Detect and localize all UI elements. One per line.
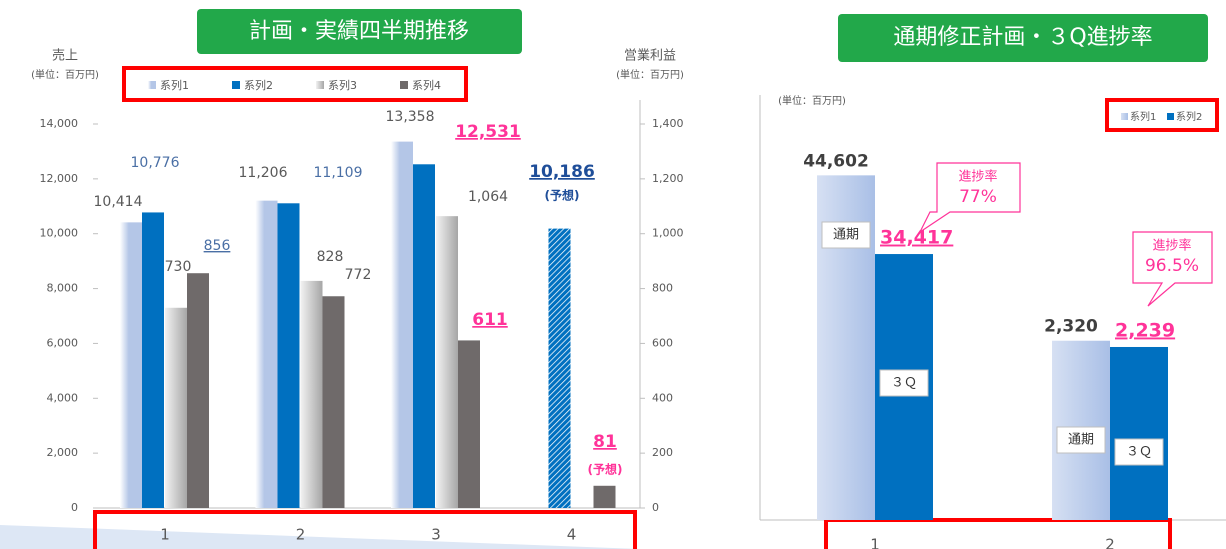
bar (391, 141, 413, 509)
annotation: 77% (959, 187, 997, 207)
x-tick-label: 1 (160, 526, 170, 544)
chart-title: 通期修正計画・３Q進捗率 (893, 25, 1152, 50)
axis-label: 売上 (52, 48, 78, 64)
bar (142, 212, 164, 508)
legend-label: 系列4 (412, 78, 441, 92)
y2-tick-label: 1,200 (652, 172, 684, 185)
y2-tick-label: 1,000 (652, 227, 684, 240)
y2-tick-label: 0 (652, 501, 659, 514)
bar (322, 296, 345, 508)
annotation: 進捗率 (958, 169, 997, 185)
data-label: 81 (593, 432, 617, 452)
data-label: 730 (165, 259, 192, 275)
data-label: 2,239 (1115, 319, 1175, 341)
legend-swatch (1167, 113, 1174, 120)
callout (918, 162, 1021, 234)
data-label: 2,320 (1044, 317, 1098, 337)
bar (277, 203, 300, 508)
highlight (93, 510, 637, 549)
inner-label-box (821, 221, 871, 249)
data-label: 772 (345, 267, 372, 283)
legend-label: 系列1 (1130, 110, 1156, 123)
data-label: 11,109 (314, 165, 363, 181)
callout (1132, 231, 1213, 307)
axis-unit: (単位：百万円) (616, 68, 684, 81)
legend-swatch (148, 81, 156, 89)
data-label: 10,776 (131, 155, 180, 171)
inner-label: ３Ｑ (891, 376, 917, 391)
inner-label-box (1056, 426, 1106, 454)
x-tick-label: 4 (567, 526, 577, 544)
data-label: 611 (472, 310, 508, 330)
data-label: 10,186 (529, 162, 595, 182)
y2-tick-label: 800 (652, 282, 673, 295)
legend-label: 系列1 (160, 78, 189, 92)
inner-label-box (1114, 438, 1164, 466)
y-tick-label: 6,000 (47, 336, 79, 349)
bar (1110, 346, 1168, 520)
y-tick-label: 10,000 (40, 227, 79, 240)
data-label: 13,358 (386, 109, 435, 125)
y-tick-label: 12,000 (40, 172, 79, 185)
data-label: 12,531 (455, 122, 521, 142)
title-box (838, 14, 1208, 62)
bar (300, 280, 323, 508)
bar (436, 216, 458, 508)
bar (165, 307, 187, 508)
data-label: 856 (204, 238, 231, 254)
bar (458, 340, 480, 508)
title-box (197, 9, 522, 54)
bar (548, 228, 571, 509)
x-tick-label: 2 (296, 526, 306, 544)
bar (187, 273, 209, 508)
x-tick-label: 1 (870, 536, 880, 549)
legend-label: 系列3 (328, 78, 357, 92)
legend-swatch (1121, 113, 1128, 120)
data-label: 828 (317, 249, 344, 265)
legend-label: 系列2 (1176, 110, 1202, 123)
x-tick-label: 3 (431, 526, 441, 544)
bar (413, 164, 435, 508)
y-tick-label: 4,000 (47, 391, 79, 404)
highlight (824, 518, 1172, 549)
decor (0, 525, 640, 549)
legend-swatch (400, 81, 408, 89)
axis-unit: (単位：百万円) (31, 68, 99, 81)
inner-label: 通期 (1068, 433, 1094, 448)
bar (255, 200, 278, 508)
annotation: 進捗率 (1152, 238, 1191, 254)
inner-label: 通期 (833, 228, 859, 243)
data-label: 44,602 (803, 151, 869, 171)
data-label: 11,206 (239, 165, 288, 181)
legend-label: 系列2 (244, 78, 273, 92)
y2-tick-label: 200 (652, 446, 673, 459)
x-tick-label: 2 (1105, 536, 1115, 549)
axis-unit: (単位：百万円) (778, 94, 846, 107)
y2-tick-label: 600 (652, 336, 673, 349)
y-tick-label: 2,000 (47, 446, 79, 459)
data-label: 1,064 (468, 189, 508, 205)
chart-title: 計画・実績四半期推移 (249, 19, 469, 44)
y2-tick-label: 1,400 (652, 117, 684, 130)
y2-tick-label: 400 (652, 391, 673, 404)
legend-swatch (232, 81, 240, 89)
highlight (1105, 98, 1219, 132)
annotation: 96.5% (1145, 256, 1199, 276)
inner-label-box (879, 369, 929, 397)
annotation: (予想) (545, 188, 580, 203)
highlight (122, 66, 468, 102)
axis-label: 営業利益 (624, 48, 676, 64)
annotation: (予想) (588, 462, 623, 477)
inner-label: ３Ｑ (1126, 445, 1152, 460)
bar (593, 485, 616, 508)
data-label: 10,414 (94, 194, 143, 210)
y-tick-label: 8,000 (47, 282, 79, 295)
legend-swatch (316, 81, 324, 89)
y-tick-label: 14,000 (40, 117, 79, 130)
data-label: 34,417 (880, 227, 953, 249)
y-tick-label: 0 (71, 501, 78, 514)
bar (120, 222, 142, 508)
